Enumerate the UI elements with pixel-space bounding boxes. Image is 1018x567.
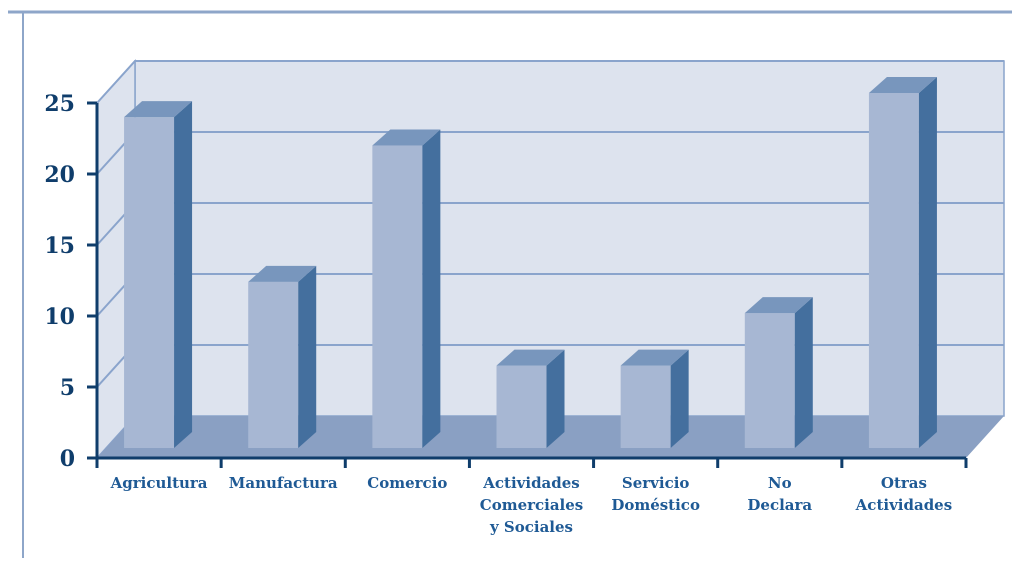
bar-side bbox=[174, 101, 193, 448]
bar bbox=[496, 365, 547, 448]
bar-side bbox=[298, 265, 317, 448]
bar-top bbox=[744, 297, 813, 314]
bar bbox=[248, 281, 299, 448]
y-tick-label: 10 bbox=[44, 304, 75, 330]
bar-side bbox=[794, 297, 813, 448]
bar bbox=[124, 117, 175, 448]
bar-top bbox=[124, 101, 193, 118]
y-tick-label: 20 bbox=[44, 162, 75, 188]
bar bbox=[620, 365, 671, 448]
bar-side bbox=[422, 129, 441, 449]
bar bbox=[372, 145, 423, 449]
bar-side bbox=[546, 349, 565, 448]
bar-side bbox=[918, 77, 937, 448]
bar-top bbox=[496, 349, 565, 366]
y-tick-label: 15 bbox=[44, 233, 75, 259]
bar-top bbox=[248, 265, 317, 282]
bar-side bbox=[670, 349, 689, 448]
y-tick-label: 25 bbox=[44, 91, 75, 117]
bar bbox=[744, 313, 795, 448]
x-tick-label: Servicio Doméstico bbox=[611, 474, 700, 514]
bar bbox=[868, 93, 919, 448]
bar-top bbox=[868, 77, 937, 93]
y-tick-label: 5 bbox=[60, 375, 75, 401]
bar-top bbox=[620, 349, 689, 366]
y-tick-label: 0 bbox=[60, 446, 75, 472]
x-tick-label: Agricultura bbox=[110, 474, 208, 492]
x-tick-label: Comercio bbox=[367, 474, 447, 492]
x-tick-label: No Declara bbox=[747, 474, 812, 514]
bar-top bbox=[372, 129, 441, 146]
x-tick-label: Otras Actividades bbox=[855, 474, 953, 514]
gridline bbox=[96, 60, 1004, 104]
x-tick-label: Manufactura bbox=[229, 474, 338, 492]
x-tick-label: Actividades Comerciales y Sociales bbox=[480, 474, 584, 536]
